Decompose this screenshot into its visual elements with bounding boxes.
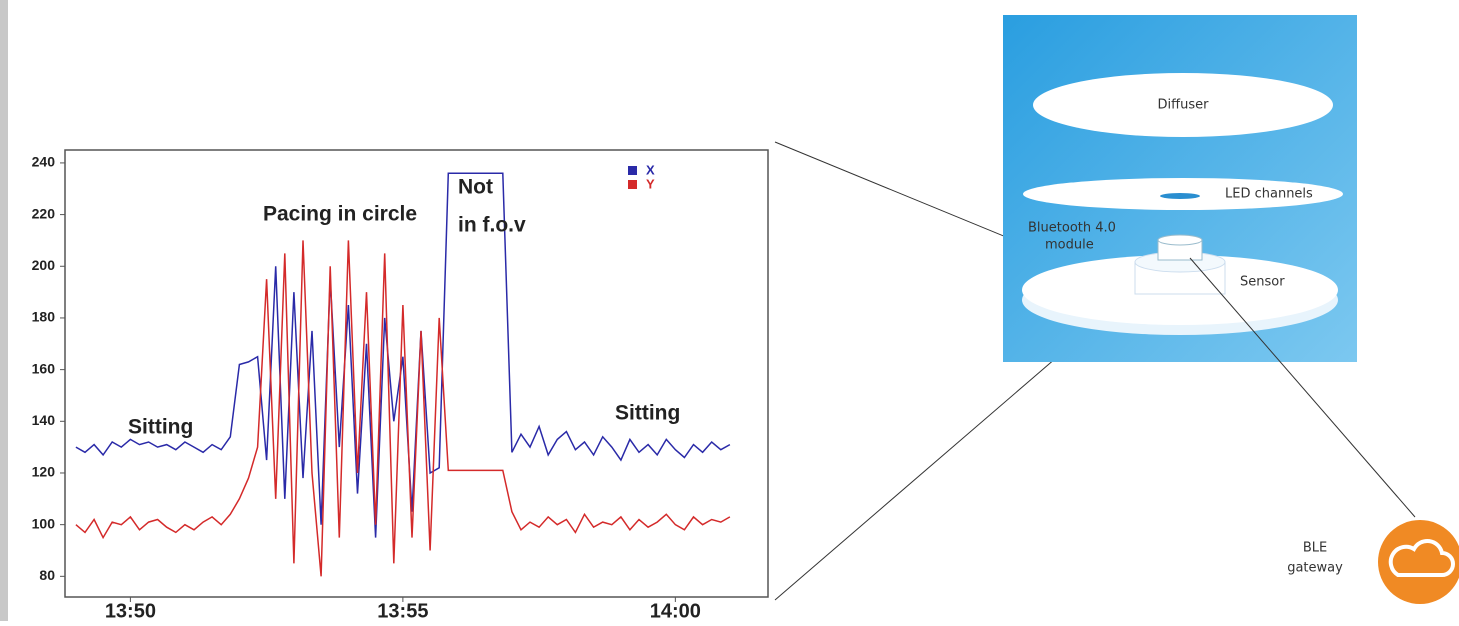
page: Diffuser LED channels Bluetooth 4.0 modu… <box>0 0 1459 621</box>
legend-label: X <box>646 162 655 177</box>
x-tick-label: 13:50 <box>105 600 156 621</box>
annotation: in f.o.v <box>458 214 526 237</box>
y-tick-label: 120 <box>32 464 56 480</box>
y-tick-label: 80 <box>39 567 55 583</box>
y-tick-label: 140 <box>32 412 56 428</box>
x-tick-label: 14:00 <box>650 600 701 621</box>
device-label: Sensor <box>1240 275 1285 290</box>
annotation: Sitting <box>128 416 193 439</box>
device-label: Diffuser <box>1158 98 1210 113</box>
y-tick-label: 220 <box>32 205 56 221</box>
y-tick-label: 200 <box>32 257 56 273</box>
device-label: BLE <box>1303 541 1327 556</box>
annotation: Not <box>458 176 493 199</box>
y-tick-label: 160 <box>32 360 56 376</box>
y-tick-label: 180 <box>32 309 56 325</box>
legend-swatch <box>628 166 637 175</box>
led-channel <box>1160 193 1200 199</box>
annotation: Pacing in circle <box>263 203 417 226</box>
y-tick-label: 240 <box>32 154 56 170</box>
slide: Diffuser LED channels Bluetooth 4.0 modu… <box>0 0 1459 621</box>
legend-swatch <box>628 180 637 189</box>
annotation: Sitting <box>615 402 680 425</box>
device-label: gateway <box>1287 561 1343 576</box>
side-bar <box>0 0 8 621</box>
x-tick-label: 13:55 <box>377 600 428 621</box>
legend-label: Y <box>646 176 655 191</box>
device-label: Bluetooth 4.0 <box>1028 221 1116 236</box>
device-label: LED channels <box>1225 187 1313 202</box>
y-tick-label: 100 <box>32 515 56 531</box>
module-top <box>1158 235 1202 245</box>
device-label: module <box>1045 238 1094 253</box>
